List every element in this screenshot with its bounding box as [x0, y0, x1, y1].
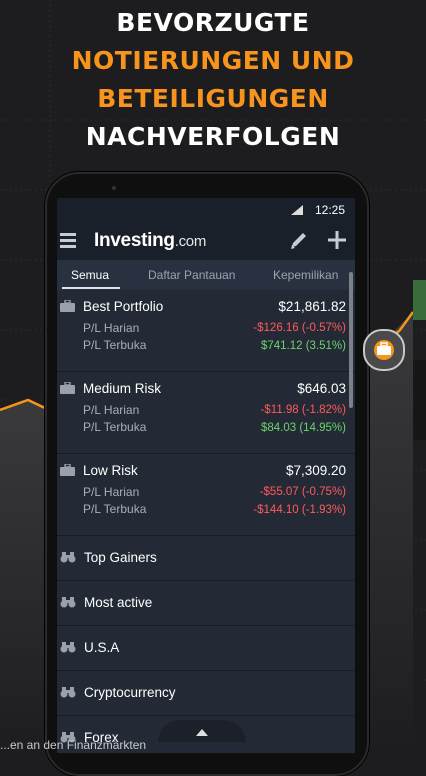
- watchlist-label: U.S.A: [84, 640, 120, 655]
- open-pl-label: P/L Terbuka: [83, 502, 147, 516]
- daily-pl-value: -$126.16 (-0.57%): [253, 322, 346, 334]
- promo-headline: BEVORZUGTE NOTIERUNGEN UND BETEILIGUNGEN…: [0, 4, 426, 156]
- open-pl-value: $84.03 (14.95%): [260, 422, 346, 434]
- binoculars-icon: [60, 732, 76, 743]
- daily-pl-label: P/L Harian: [83, 403, 140, 417]
- watchlist-item[interactable]: Top Gainers: [57, 536, 355, 581]
- open-pl-label: P/L Terbuka: [83, 338, 147, 352]
- watchlist-label: Most active: [84, 595, 153, 610]
- daily-pl-label: P/L Harian: [83, 485, 140, 499]
- open-pl-label: P/L Terbuka: [83, 420, 147, 434]
- daily-pl-value: -$55.07 (-0.75%): [259, 486, 346, 498]
- binoculars-icon: [60, 642, 76, 653]
- binoculars-icon: [60, 552, 76, 563]
- chevron-up-icon: [196, 729, 208, 736]
- tab-kepemilikan[interactable]: Kepemilikan: [273, 268, 339, 282]
- portfolio-badge: [363, 329, 405, 371]
- binoculars-icon: [60, 597, 76, 608]
- phone-camera: [112, 186, 116, 190]
- watchlist-item[interactable]: Forex: [57, 716, 355, 753]
- watchlist-item[interactable]: U.S.A: [57, 626, 355, 671]
- app-bar: Investing.com: [57, 222, 355, 260]
- briefcase-icon: [60, 382, 75, 394]
- portfolio-total: $21,861.82: [278, 299, 346, 314]
- portfolio-row[interactable]: Medium Risk $646.03 P/L Harian P/L Terbu…: [57, 372, 355, 454]
- logo-main-text: Investing: [94, 230, 175, 251]
- tab-semua[interactable]: Semua: [71, 268, 110, 282]
- briefcase-icon: [60, 464, 75, 476]
- portfolio-total: $7,309.20: [285, 463, 346, 478]
- scrollbar[interactable]: [349, 272, 353, 408]
- portfolio-row[interactable]: Low Risk $7,309.20 P/L Harian P/L Terbuk…: [57, 454, 355, 536]
- portfolio-name: Best Portfolio: [83, 299, 164, 314]
- headline-line-1: BEVORZUGTE: [116, 8, 310, 37]
- footer-caption: ...en an den Finanzmärkten: [0, 738, 147, 752]
- status-time: 12:25: [314, 203, 345, 217]
- watchlist-label: Cryptocurrency: [84, 685, 176, 700]
- status-bar: 12:25: [57, 198, 355, 222]
- briefcase-icon: [377, 342, 391, 355]
- headline-line-3: BETEILIGUNGEN: [97, 84, 329, 113]
- open-pl-value: $741.12 (3.51%): [260, 340, 346, 352]
- open-pl-value: -$144.10 (-1.93%): [253, 504, 346, 516]
- plus-icon[interactable]: [328, 231, 346, 249]
- tab-bar: Semua Daftar Pantauan Kepemilikan: [57, 260, 355, 290]
- logo-domain-text: .com: [174, 233, 207, 250]
- headline-line-2: NOTIERUNGEN UND: [71, 46, 355, 75]
- watchlist-item[interactable]: Cryptocurrency: [57, 671, 355, 716]
- active-tab-indicator: [62, 287, 120, 289]
- watchlist-item[interactable]: Most active: [57, 581, 355, 626]
- binoculars-icon: [60, 687, 76, 698]
- investing-logo: Investing.com: [94, 230, 206, 252]
- tab-daftar-pantauan[interactable]: Daftar Pantauan: [148, 268, 236, 282]
- watchlist-label: Forex: [84, 730, 119, 745]
- briefcase-icon: [60, 300, 75, 312]
- hamburger-menu-icon[interactable]: [60, 233, 76, 248]
- app-screen: 12:25 Investing.com Semua Daftar Pantaua…: [57, 198, 355, 753]
- signal-icon: [291, 205, 303, 215]
- daily-pl-value: -$11.98 (-1.82%): [260, 404, 346, 416]
- portfolio-total: $646.03: [297, 381, 346, 396]
- portfolio-name: Medium Risk: [83, 381, 162, 396]
- headline-line-4: NACHVERFOLGEN: [85, 122, 341, 151]
- daily-pl-label: P/L Harian: [83, 321, 140, 335]
- portfolio-name: Low Risk: [83, 463, 138, 478]
- expand-up-button[interactable]: [158, 720, 246, 742]
- portfolio-row[interactable]: Best Portfolio $21,861.82 P/L Harian P/L…: [57, 290, 355, 372]
- pencil-icon[interactable]: [289, 232, 309, 250]
- watchlist-label: Top Gainers: [84, 550, 157, 565]
